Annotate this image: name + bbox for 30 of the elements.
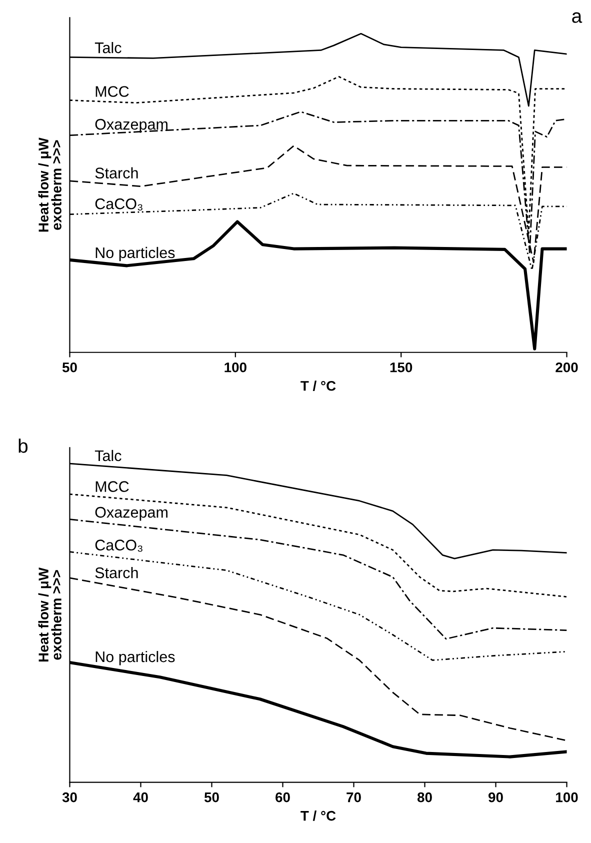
x-axis-title: T / °C — [300, 810, 336, 821]
x-tick-label: 100 — [224, 362, 246, 372]
series-label: No particles — [96, 650, 175, 666]
series-label: CaCO₃ — [95, 540, 142, 552]
x-axis-title: T / °C — [300, 380, 336, 391]
series-label: Starch — [95, 167, 138, 178]
y-axis-title: Heat flow / μW exotherm >>> — [38, 568, 62, 662]
series-label: Starch — [95, 567, 138, 578]
x-tick-label: 150 — [390, 362, 412, 372]
x-tick-label: 50 — [204, 792, 219, 802]
y-axis-title: Heat flow / μW exotherm >>> — [38, 138, 62, 232]
x-tick-label: 200 — [556, 362, 578, 372]
series-label: Oxazepam — [95, 118, 168, 133]
x-tick-label: 70 — [346, 792, 361, 802]
series-label: MCC — [96, 481, 129, 492]
x-tick-label: 100 — [556, 792, 578, 802]
series-label: Oxazepam — [95, 506, 168, 521]
x-tick-label: 30 — [62, 792, 77, 802]
x-tick-label: 60 — [276, 792, 290, 802]
x-tick-label: 40 — [133, 792, 148, 802]
series-label: CaCO₃ — [95, 198, 142, 210]
series-label: Talc — [94, 450, 122, 462]
chart-title: a — [572, 12, 582, 23]
series-label: MCC — [96, 86, 129, 97]
x-tick-label: 80 — [417, 792, 432, 802]
series-label: No particles — [96, 246, 175, 262]
x-tick-label: 50 — [62, 362, 77, 372]
x-tick-label: 90 — [488, 792, 503, 802]
series-label: Talc — [94, 42, 122, 54]
chart-title: b — [18, 438, 28, 453]
